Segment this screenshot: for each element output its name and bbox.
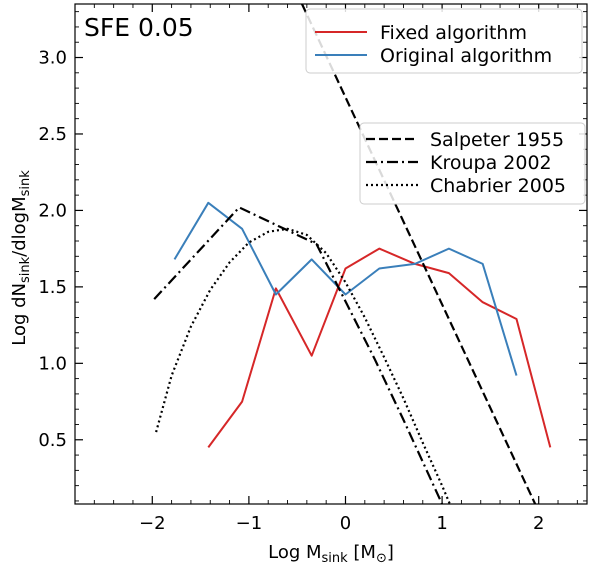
- x-tick-label-1: −1: [236, 513, 263, 534]
- plot-frame: [74, 3, 588, 505]
- y-tick-label-5: 3.0: [38, 48, 67, 69]
- legend-fixed-label: Fixed algorithm: [380, 22, 527, 44]
- y-tick-label-4: 2.5: [38, 124, 67, 145]
- legend-chabrier-label: Chabrier 2005: [430, 175, 566, 197]
- series-line-chabrier-2005: [155, 227, 452, 504]
- y-tick-label-1: 1.0: [38, 353, 67, 374]
- y-tick-label-0: 0.5: [38, 430, 67, 451]
- x-tick-labels: −2 −1 0 1 2: [139, 513, 544, 534]
- series-line-original-algorithm: [173, 201, 518, 376]
- series-line-fixed-algorithm: [207, 247, 552, 448]
- x-tick-label-4: 2: [533, 513, 544, 534]
- annotation-sfe: SFE 0.05: [84, 13, 194, 42]
- x-tick-label-0: −2: [139, 513, 166, 534]
- x-tick-label-3: 1: [436, 513, 447, 534]
- y-tick-labels: 0.5 1.0 1.5 2.0 2.5 3.0: [38, 48, 67, 451]
- series-line-kroupa-2002: [153, 206, 444, 504]
- legend-right: Salpeter 1955 Kroupa 2002 Chabrier 2005: [359, 122, 586, 205]
- x-axis-label: Log Msink [M⊙]: [268, 542, 394, 566]
- series-line-salpeter-1955: [301, 4, 537, 504]
- y-tick-label-3: 2.0: [38, 200, 67, 221]
- legend-original-label: Original algorithm: [380, 45, 552, 67]
- legend-top-right: Fixed algorithm Original algorithm: [305, 8, 583, 74]
- series-lines: [153, 4, 552, 504]
- y-tick-label-2: 1.5: [38, 277, 67, 298]
- x-tick-label-2: 0: [340, 513, 351, 534]
- legend-kroupa-label: Kroupa 2002: [430, 152, 552, 174]
- legend-salpeter-label: Salpeter 1955: [430, 129, 564, 151]
- axis-ticks: [74, 4, 587, 504]
- legend-top-right-box: [305, 8, 583, 74]
- legend-right-box: [359, 122, 586, 205]
- y-axis-label: Log dNsink/dlogMsink: [9, 170, 33, 346]
